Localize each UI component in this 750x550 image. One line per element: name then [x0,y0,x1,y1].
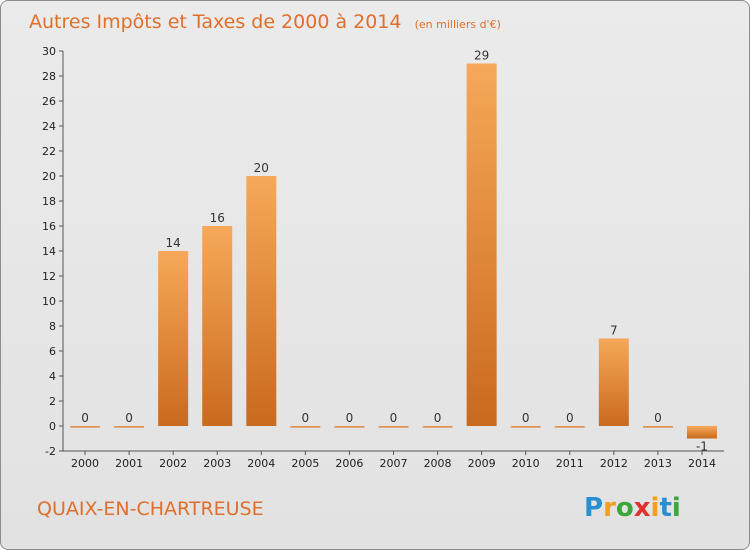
data-label: 20 [254,161,269,175]
logo-letter: o [616,493,634,523]
y-tick-label: 10 [42,295,56,308]
y-tick-label: 16 [42,220,56,233]
bar [158,251,189,426]
y-tick-label: 22 [42,145,56,158]
chart-title: Autres Impôts et Taxes de 2000 à 2014 (e… [29,11,501,33]
y-tick-label: 14 [42,245,56,258]
bar [246,176,277,426]
bar [202,226,233,426]
x-tick-label: 2010 [512,457,540,470]
data-label: 14 [166,236,181,250]
bar [554,426,585,428]
x-tick-label: 2009 [468,457,496,470]
y-tick-label: 4 [49,370,56,383]
data-label: 0 [434,411,442,425]
bar [466,63,497,426]
x-tick-label: 2003 [203,457,231,470]
data-label: 0 [566,411,574,425]
y-tick-label: 26 [42,95,56,108]
data-labels: 0 0 14 16 20 0 0 0 0 29 0 0 7 0 -1 [81,49,708,454]
y-tick-label: 24 [42,120,56,133]
logo-letter: x [634,493,651,523]
logo-letter: i [651,493,660,523]
data-label: 0 [81,411,89,425]
bar [378,426,409,428]
logo-letter: r [603,493,616,523]
x-tick-label: 2004 [247,457,275,470]
y-tick-label: 28 [42,70,56,83]
data-label: 16 [210,211,225,225]
data-label: 0 [125,411,133,425]
data-label: 29 [474,49,489,63]
y-tick-label: 20 [42,170,56,183]
logo-letter: t [659,493,671,523]
bar [70,426,101,428]
x-tick-label: 2005 [291,457,319,470]
data-label: 0 [654,411,662,425]
data-label: 0 [390,411,398,425]
x-tick-label: 2001 [115,457,143,470]
x-tick-label: 2011 [556,457,584,470]
bar [598,338,629,426]
x-tick-label: 2007 [380,457,408,470]
bars [70,63,717,439]
bar [422,426,453,428]
x-tick-label: 2000 [71,457,99,470]
x-tick-label: 2002 [159,457,187,470]
data-label: 0 [346,411,354,425]
y-tick-label: 0 [49,420,56,433]
data-label: 0 [302,411,310,425]
bar [334,426,365,428]
x-tick-label: 2006 [335,457,363,470]
chart-title-main: Autres Impôts et Taxes de 2000 à 2014 [29,11,402,33]
y-tick-label: 30 [42,45,56,58]
y-tick-label: -2 [45,445,56,458]
bar [510,426,541,428]
bar [114,426,145,428]
x-tick-label: 2012 [600,457,628,470]
y-tick-label: 12 [42,270,56,283]
y-tick-label: 18 [42,195,56,208]
data-label: -1 [696,440,708,454]
proxiti-logo: Proxiti [584,493,681,523]
chart-title-unit: (en milliers d'€) [415,18,501,31]
data-label: 0 [522,411,530,425]
x-tick-label: 2008 [424,457,452,470]
x-tick-label: 2014 [688,457,716,470]
logo-letter: i [672,493,681,523]
bar [290,426,321,428]
bar [642,426,673,428]
y-tick-label: 6 [49,345,56,358]
x-tick-label: 2013 [644,457,672,470]
data-label: 7 [610,324,618,338]
logo-letter: P [584,493,603,523]
y-tick-label: 2 [49,395,56,408]
y-tick-label: 8 [49,320,56,333]
bar [686,426,717,439]
commune-name: QUAIX-EN-CHARTREUSE [37,498,264,520]
